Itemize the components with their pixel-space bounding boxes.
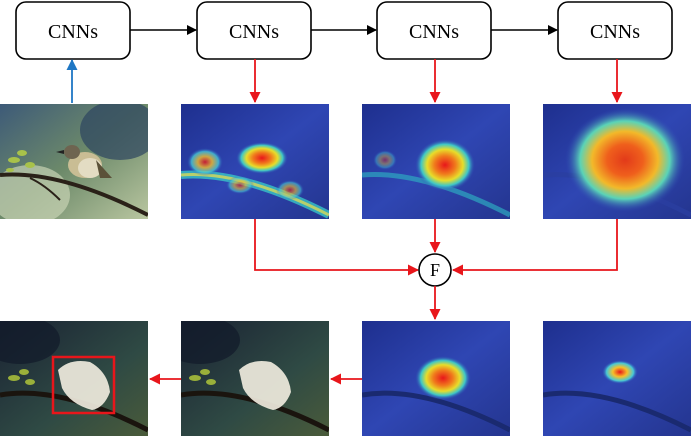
input-image [0, 104, 148, 219]
mask-image [181, 321, 329, 436]
heatmap-cam1 [181, 104, 329, 219]
cnn-block-2: CNNs [196, 1, 312, 60]
heatmap-cam3 [543, 104, 691, 219]
heatmap-cam2 [362, 104, 510, 219]
cnn-block-4: CNNs [557, 1, 673, 60]
cnn-label-3: CNNs [409, 21, 459, 43]
fused-heatmap [362, 321, 510, 436]
refined-heatmap [543, 321, 691, 436]
cnn-label-4: CNNs [590, 21, 640, 43]
cnn-block-1: CNNs [15, 1, 131, 60]
cnn-label-1: CNNs [48, 21, 98, 43]
fusion-label: F [430, 260, 440, 280]
cnn-block-3: CNNs [376, 1, 492, 60]
arrow-cam1-fusion [254, 219, 419, 276]
result-image [0, 321, 148, 436]
cnn-label-2: CNNs [229, 21, 279, 43]
arrow-cam3-fusion [452, 219, 618, 276]
bounding-box [51, 355, 116, 415]
fusion-node: F [418, 253, 452, 287]
